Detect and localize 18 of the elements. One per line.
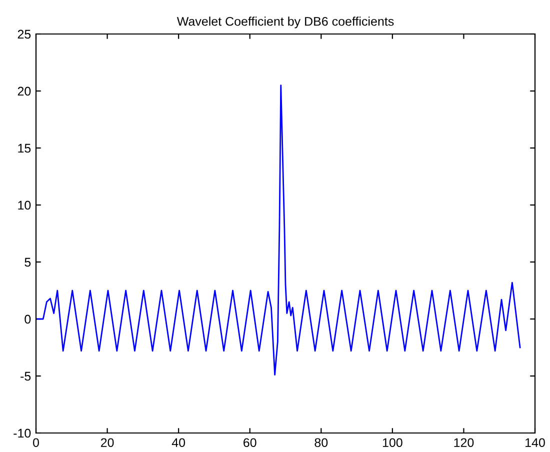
x-tick-label: 120: [454, 438, 474, 448]
y-tick-label: 5: [24, 258, 31, 267]
y-tick-label: -10: [14, 428, 31, 438]
y-tick-label: 20: [18, 86, 31, 96]
y-tick-label: 0: [24, 314, 31, 324]
x-tick-label: 140: [526, 438, 545, 448]
y-tick-label: 25: [18, 30, 31, 39]
x-tick-label: 40: [172, 438, 186, 448]
y-tick-label: 15: [18, 144, 31, 153]
line-series: [36, 84, 521, 376]
x-tick-label: 0: [33, 438, 39, 448]
chart-title: Wavelet Coefficient by DB6 coefficients: [176, 16, 394, 28]
x-tick-label: 20: [100, 438, 114, 448]
y-tick-label: 10: [18, 200, 31, 210]
x-tick-label: 60: [244, 438, 256, 448]
x-tick-label: 80: [314, 438, 328, 448]
x-tick-label: 100: [382, 438, 402, 448]
y-tick-label: -5: [20, 372, 31, 381]
